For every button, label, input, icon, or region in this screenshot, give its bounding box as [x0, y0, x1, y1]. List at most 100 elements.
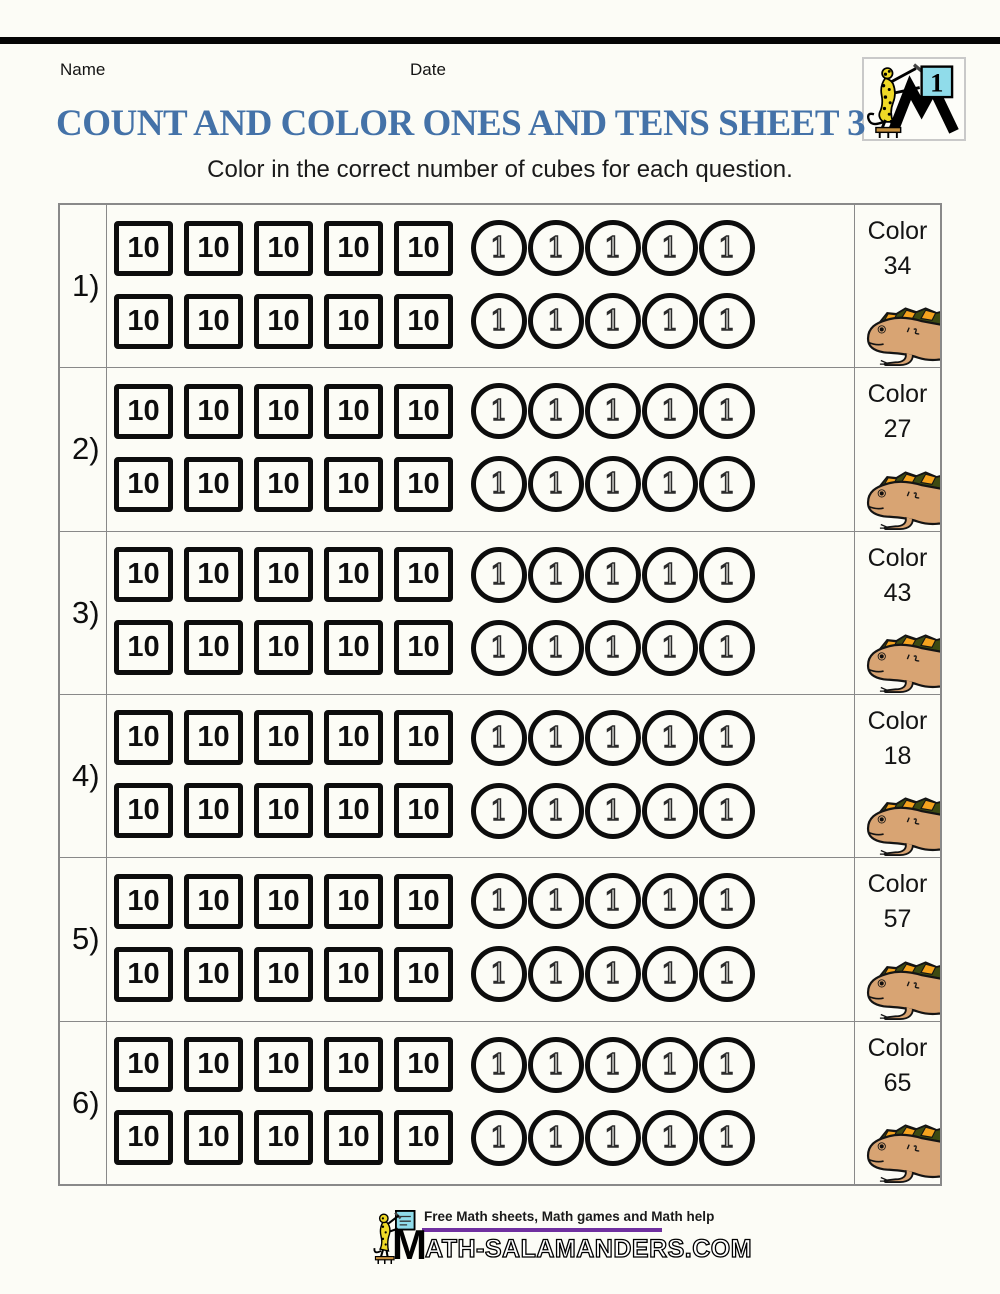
ten-block[interactable]: 10 [324, 547, 383, 603]
one-block[interactable]: 1 [642, 709, 698, 766]
ten-block[interactable]: 10 [394, 220, 453, 276]
one-block[interactable]: 1 [528, 946, 584, 1003]
one-block[interactable]: 1 [528, 873, 584, 930]
one-block[interactable]: 1 [699, 1036, 755, 1093]
one-block[interactable]: 1 [585, 456, 641, 513]
ten-block[interactable]: 10 [184, 710, 243, 766]
ten-block[interactable]: 10 [394, 873, 453, 929]
ten-block[interactable]: 10 [184, 547, 243, 603]
ten-block[interactable]: 10 [394, 293, 453, 349]
ten-block[interactable]: 10 [394, 547, 453, 603]
ten-block[interactable]: 10 [254, 873, 313, 929]
ten-block[interactable]: 10 [114, 946, 173, 1002]
one-block[interactable]: 1 [642, 873, 698, 930]
one-block[interactable]: 1 [585, 946, 641, 1003]
ten-block[interactable]: 10 [324, 946, 383, 1002]
one-block[interactable]: 1 [471, 619, 527, 676]
one-block[interactable]: 1 [471, 220, 527, 276]
ten-block[interactable]: 10 [394, 783, 453, 839]
one-block[interactable]: 1 [585, 1036, 641, 1093]
ten-block[interactable]: 10 [184, 220, 243, 276]
one-block[interactable]: 1 [585, 619, 641, 676]
one-block[interactable]: 1 [471, 456, 527, 513]
one-block[interactable]: 1 [642, 1109, 698, 1166]
ten-block[interactable]: 10 [114, 220, 173, 276]
one-block[interactable]: 1 [699, 619, 755, 676]
one-block[interactable]: 1 [699, 709, 755, 766]
one-block[interactable]: 1 [642, 619, 698, 676]
ten-block[interactable]: 10 [114, 1037, 173, 1093]
one-block[interactable]: 1 [471, 546, 527, 603]
one-block[interactable]: 1 [585, 293, 641, 349]
ten-block[interactable]: 10 [184, 1110, 243, 1166]
one-block[interactable]: 1 [642, 293, 698, 349]
ten-block[interactable]: 10 [184, 383, 243, 439]
ten-block[interactable]: 10 [324, 783, 383, 839]
ten-block[interactable]: 10 [324, 1037, 383, 1093]
one-block[interactable]: 1 [699, 782, 755, 839]
ten-block[interactable]: 10 [184, 620, 243, 676]
one-block[interactable]: 1 [585, 220, 641, 276]
ten-block[interactable]: 10 [184, 946, 243, 1002]
ten-block[interactable]: 10 [324, 456, 383, 512]
ten-block[interactable]: 10 [184, 456, 243, 512]
ten-block[interactable]: 10 [324, 1110, 383, 1166]
ten-block[interactable]: 10 [114, 620, 173, 676]
one-block[interactable]: 1 [585, 873, 641, 930]
ten-block[interactable]: 10 [324, 873, 383, 929]
ten-block[interactable]: 10 [114, 293, 173, 349]
ten-block[interactable]: 10 [254, 456, 313, 512]
one-block[interactable]: 1 [471, 383, 527, 440]
ten-block[interactable]: 10 [394, 1110, 453, 1166]
one-block[interactable]: 1 [528, 220, 584, 276]
one-block[interactable]: 1 [471, 1109, 527, 1166]
ten-block[interactable]: 10 [114, 873, 173, 929]
ten-block[interactable]: 10 [254, 620, 313, 676]
one-block[interactable]: 1 [585, 709, 641, 766]
ten-block[interactable]: 10 [324, 293, 383, 349]
one-block[interactable]: 1 [642, 782, 698, 839]
ten-block[interactable]: 10 [254, 547, 313, 603]
one-block[interactable]: 1 [699, 293, 755, 349]
one-block[interactable]: 1 [699, 873, 755, 930]
ten-block[interactable]: 10 [394, 383, 453, 439]
ten-block[interactable]: 10 [114, 383, 173, 439]
one-block[interactable]: 1 [528, 1109, 584, 1166]
ten-block[interactable]: 10 [114, 710, 173, 766]
one-block[interactable]: 1 [585, 1109, 641, 1166]
ten-block[interactable]: 10 [114, 456, 173, 512]
one-block[interactable]: 1 [699, 1109, 755, 1166]
ten-block[interactable]: 10 [254, 946, 313, 1002]
ten-block[interactable]: 10 [184, 1037, 243, 1093]
one-block[interactable]: 1 [642, 220, 698, 276]
one-block[interactable]: 1 [528, 782, 584, 839]
one-block[interactable]: 1 [528, 383, 584, 440]
ten-block[interactable]: 10 [394, 1037, 453, 1093]
one-block[interactable]: 1 [642, 546, 698, 603]
ten-block[interactable]: 10 [394, 710, 453, 766]
ten-block[interactable]: 10 [324, 220, 383, 276]
one-block[interactable]: 1 [528, 1036, 584, 1093]
one-block[interactable]: 1 [642, 383, 698, 440]
one-block[interactable]: 1 [471, 873, 527, 930]
ten-block[interactable]: 10 [114, 783, 173, 839]
ten-block[interactable]: 10 [114, 1110, 173, 1166]
one-block[interactable]: 1 [699, 383, 755, 440]
one-block[interactable]: 1 [642, 1036, 698, 1093]
ten-block[interactable]: 10 [324, 710, 383, 766]
one-block[interactable]: 1 [528, 546, 584, 603]
ten-block[interactable]: 10 [254, 783, 313, 839]
one-block[interactable]: 1 [471, 293, 527, 349]
one-block[interactable]: 1 [642, 456, 698, 513]
one-block[interactable]: 1 [528, 293, 584, 349]
ten-block[interactable]: 10 [254, 710, 313, 766]
ten-block[interactable]: 10 [394, 620, 453, 676]
one-block[interactable]: 1 [585, 546, 641, 603]
ten-block[interactable]: 10 [184, 873, 243, 929]
one-block[interactable]: 1 [699, 546, 755, 603]
one-block[interactable]: 1 [528, 709, 584, 766]
ten-block[interactable]: 10 [324, 383, 383, 439]
one-block[interactable]: 1 [528, 619, 584, 676]
ten-block[interactable]: 10 [254, 293, 313, 349]
ten-block[interactable]: 10 [254, 1110, 313, 1166]
